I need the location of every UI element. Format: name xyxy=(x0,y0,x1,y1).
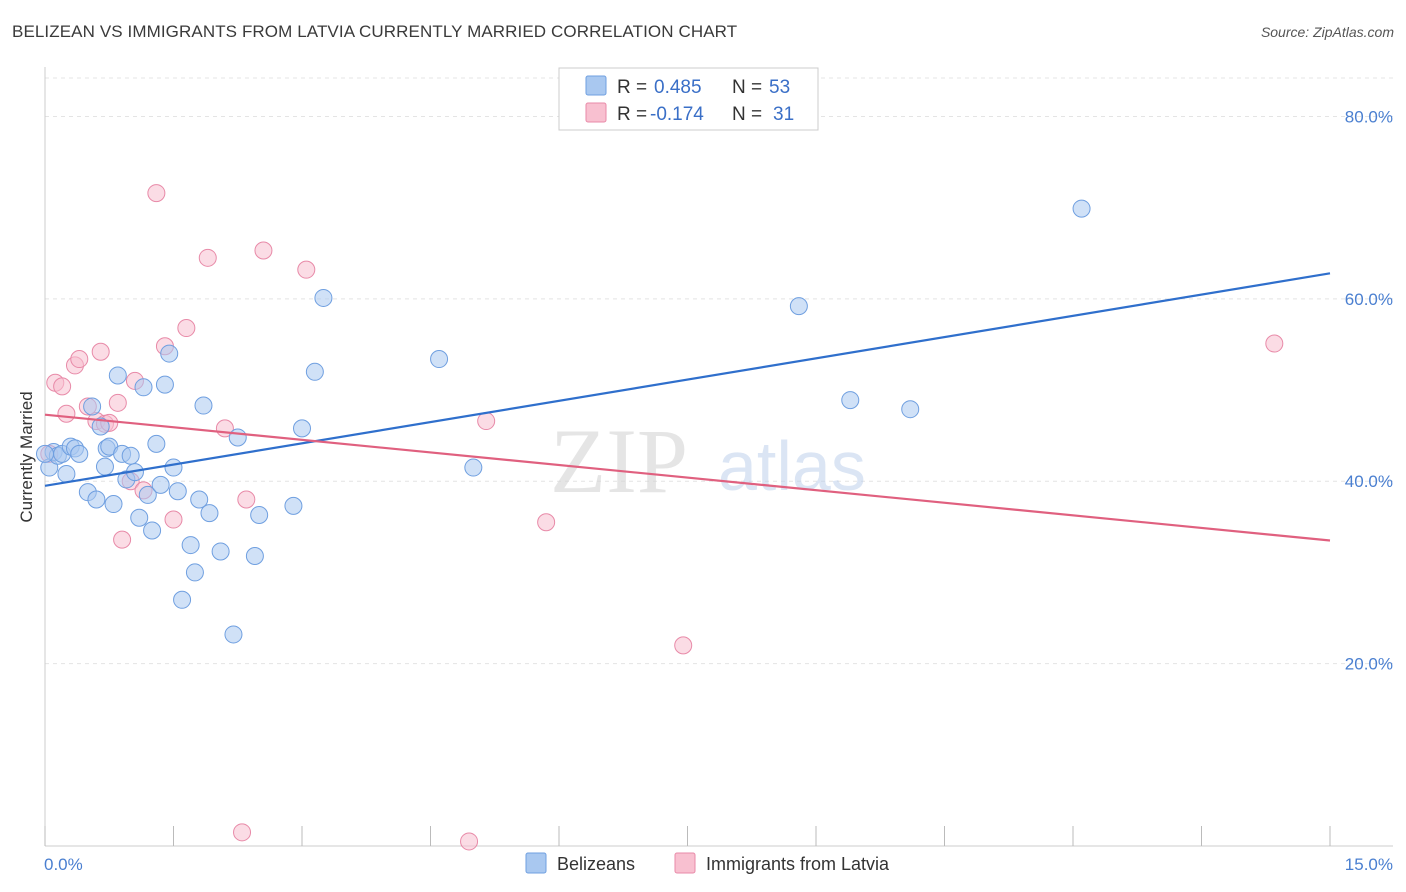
legend-n-value-belizeans: 53 xyxy=(769,77,790,98)
belizeans-point xyxy=(160,344,179,363)
bottom-legend-swatch-belizeans xyxy=(525,852,547,874)
belizeans-point xyxy=(901,400,920,419)
latvia-point xyxy=(113,530,132,549)
series-belizeans-points xyxy=(36,199,1091,644)
latvia-point xyxy=(70,350,89,369)
belizeans-point xyxy=(155,375,174,394)
latvia-point xyxy=(537,513,556,532)
belizeans-point xyxy=(173,590,192,609)
latvia-point xyxy=(108,393,127,412)
belizeans-point xyxy=(194,396,213,415)
trend-line-belizeans xyxy=(44,272,1331,487)
y-tick-label: 40.0% xyxy=(1345,472,1393,491)
belizeans-point xyxy=(314,288,333,307)
belizeans-point xyxy=(789,297,808,316)
latvia-point xyxy=(147,184,166,203)
belizeans-point xyxy=(121,446,140,465)
belizeans-point xyxy=(151,475,170,494)
belizeans-point xyxy=(181,536,200,555)
belizeans-point xyxy=(841,391,860,410)
belizeans-point xyxy=(130,508,149,527)
belizeans-point xyxy=(228,428,247,447)
source-label: Source: ZipAtlas.com xyxy=(1260,24,1394,40)
bottom-legend: Belizeans Immigrants from Latvia xyxy=(525,852,890,874)
belizeans-point xyxy=(284,496,303,515)
belizeans-point xyxy=(168,482,187,501)
y-tick-label: 60.0% xyxy=(1345,290,1393,309)
latvia-point xyxy=(57,404,76,423)
legend-n-label-1: N = xyxy=(732,104,762,125)
trend-line-latvia xyxy=(44,413,1331,542)
x-tick-label-min: 0.0% xyxy=(44,855,83,874)
trend-lines xyxy=(44,272,1331,542)
belizeans-point xyxy=(164,458,183,477)
latvia-point xyxy=(233,823,252,842)
y-tick-label: 20.0% xyxy=(1345,655,1393,674)
latvia-point xyxy=(53,377,72,396)
bottom-legend-label-latvia: Immigrants from Latvia xyxy=(706,854,890,874)
grid-lines xyxy=(45,77,1393,665)
chart-title: BELIZEAN VS IMMIGRANTS FROM LATVIA CURRE… xyxy=(12,22,738,41)
legend-r-label-1: R = xyxy=(617,104,647,125)
latvia-point xyxy=(460,832,479,851)
legend-box: R = 0.485 N = 53 R = -0.174 N = 31 xyxy=(558,67,819,131)
latvia-point xyxy=(477,412,496,431)
belizeans-point xyxy=(211,542,230,561)
belizeans-point xyxy=(70,444,89,463)
latvia-point xyxy=(297,260,316,279)
watermark-zip: ZIP xyxy=(550,410,688,512)
legend-n-label-0: N = xyxy=(732,77,762,98)
watermark: ZIP atlas xyxy=(550,410,866,512)
belizeans-point xyxy=(190,490,209,509)
legend-r-value-latvia: -0.174 xyxy=(650,104,704,125)
belizeans-point xyxy=(134,378,153,397)
belizeans-point xyxy=(143,521,162,540)
latvia-point xyxy=(1265,334,1284,353)
legend-r-value-belizeans: 0.485 xyxy=(654,77,702,98)
latvia-point xyxy=(674,636,693,655)
belizeans-point xyxy=(95,457,114,476)
latvia-point xyxy=(198,248,217,267)
legend-swatch-latvia xyxy=(585,102,607,123)
belizeans-point xyxy=(185,563,204,582)
y-axis-label: Currently Married xyxy=(17,391,36,522)
belizeans-point xyxy=(430,350,449,369)
belizeans-point xyxy=(147,434,166,453)
belizeans-point xyxy=(108,366,127,385)
belizeans-point xyxy=(87,490,106,509)
belizeans-point xyxy=(36,444,54,463)
belizeans-point xyxy=(104,495,123,514)
belizeans-point xyxy=(200,504,219,523)
belizeans-point xyxy=(224,625,243,644)
latvia-point xyxy=(177,319,196,338)
belizeans-point xyxy=(57,464,76,483)
latvia-point xyxy=(91,342,110,361)
belizeans-point xyxy=(464,458,483,477)
belizeans-point xyxy=(83,397,102,416)
latvia-point xyxy=(254,241,273,260)
latvia-point xyxy=(164,510,183,529)
x-tick-label-max: 15.0% xyxy=(1345,855,1393,874)
bottom-legend-label-belizeans: Belizeans xyxy=(557,854,635,874)
belizeans-point xyxy=(293,419,311,438)
legend-swatch-belizeans xyxy=(585,75,607,96)
y-tick-label: 80.0% xyxy=(1345,107,1393,126)
belizeans-point xyxy=(245,547,264,566)
x-tick-marks xyxy=(44,826,1331,846)
bottom-legend-swatch-latvia xyxy=(674,852,696,874)
belizeans-point xyxy=(138,485,157,504)
belizeans-point xyxy=(1072,199,1091,218)
latvia-point xyxy=(237,490,256,509)
belizeans-point xyxy=(305,362,324,381)
y-tick-labels: 20.0% 40.0% 60.0% 80.0% xyxy=(1345,107,1393,673)
legend-n-value-latvia: 31 xyxy=(773,104,794,125)
legend-r-label-0: R = xyxy=(617,77,647,98)
belizeans-point xyxy=(91,417,110,436)
belizeans-point xyxy=(250,505,269,524)
